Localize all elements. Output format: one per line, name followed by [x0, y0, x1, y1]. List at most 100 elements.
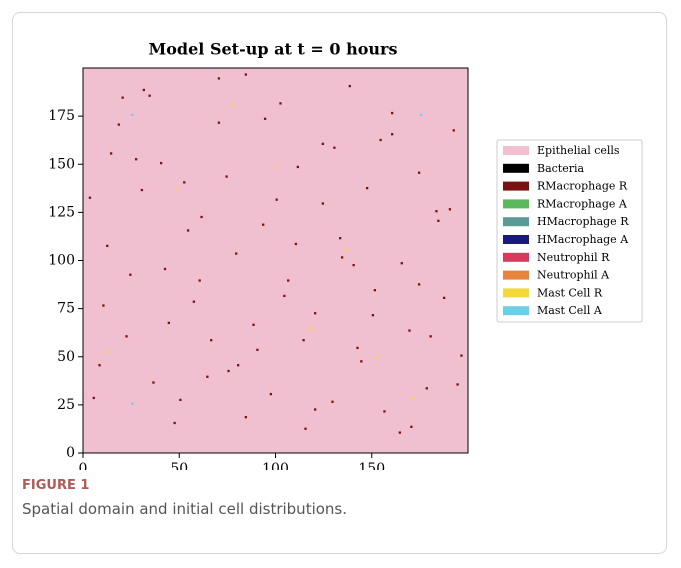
cell-point — [287, 279, 290, 282]
cell-point — [231, 104, 234, 107]
cell-point — [134, 158, 138, 161]
y-tick-label: 0 — [66, 445, 75, 461]
cell-point — [310, 327, 313, 330]
cell-point — [400, 262, 403, 265]
cell-point — [263, 117, 267, 120]
cell-point — [365, 186, 369, 190]
cell-point — [131, 402, 134, 405]
cell-point — [275, 198, 278, 201]
legend-box — [496, 139, 643, 323]
legend-swatch — [503, 181, 529, 191]
legend-swatch — [503, 252, 529, 262]
y-tick-label: 175 — [48, 108, 75, 124]
cell-point — [102, 304, 105, 307]
cell-point — [217, 77, 221, 80]
cell-point — [296, 165, 299, 169]
cell-point — [269, 392, 273, 396]
cell-point — [217, 121, 221, 124]
cell-point — [437, 219, 440, 222]
cell-point — [398, 431, 402, 434]
cell-point — [109, 152, 113, 155]
cell-point — [235, 252, 238, 255]
legend-swatch — [503, 288, 529, 298]
cell-point — [244, 73, 248, 76]
cell-point — [442, 296, 446, 299]
y-tick-label: 25 — [57, 397, 75, 413]
cell-point — [106, 350, 109, 353]
y-tick-label: 50 — [57, 349, 75, 365]
x-tick-label: 100 — [262, 461, 289, 470]
cell-point — [410, 425, 413, 428]
legend-label: RMacrophage A — [537, 197, 628, 210]
cell-point — [348, 84, 351, 88]
x-tick-label: 0 — [79, 461, 88, 470]
cell-point — [279, 102, 282, 105]
cell-point — [186, 229, 190, 232]
legend-label: Neutrophil R — [537, 251, 610, 264]
cell-point — [237, 364, 240, 367]
cell-point — [302, 339, 305, 342]
cell-point — [140, 188, 144, 192]
cell-point — [417, 283, 421, 286]
cell-point — [360, 360, 363, 363]
cell-point — [142, 88, 145, 92]
cell-point — [283, 294, 286, 298]
cell-point — [192, 300, 196, 303]
figure-caption: Spatial domain and initial cell distribu… — [22, 500, 348, 518]
y-tick-label: 100 — [48, 253, 75, 269]
cell-point — [117, 123, 120, 126]
legend-label: Neutrophil A — [537, 269, 610, 282]
cell-point — [88, 196, 92, 199]
cell-point — [227, 369, 230, 373]
cell-point — [294, 242, 298, 246]
cell-point — [448, 208, 452, 211]
legend-swatch — [503, 217, 529, 227]
cell-point — [452, 129, 455, 132]
cell-point — [252, 323, 255, 326]
cell-point — [275, 165, 278, 169]
cell-point — [198, 279, 201, 282]
chart: Model Set-up at t = 0 hours 0 50 100 150 0 25… — [48, 40, 643, 470]
figure-card — [12, 12, 667, 554]
cell-point — [429, 335, 432, 338]
cell-point — [98, 364, 101, 367]
cell-point — [125, 335, 128, 338]
cell-point — [314, 408, 317, 411]
y-tick-label: 150 — [48, 156, 75, 172]
legend-swatch — [503, 306, 529, 316]
cell-point — [148, 94, 151, 97]
cell-point — [206, 375, 209, 378]
figure-label: FIGURE 1 — [22, 478, 90, 493]
cell-point — [160, 161, 163, 165]
cell-point — [321, 142, 325, 145]
cell-point — [304, 427, 307, 430]
cell-point — [408, 329, 411, 332]
cell-point — [333, 146, 336, 149]
cell-point — [456, 383, 459, 386]
cell-point — [352, 263, 355, 267]
cell-point — [129, 273, 132, 276]
cell-point — [356, 346, 359, 350]
cell-point — [175, 186, 178, 190]
cell-point — [383, 410, 386, 413]
legend-swatch — [503, 235, 529, 244]
background-cells — [83, 68, 468, 453]
cell-point — [391, 133, 394, 136]
cell-point — [183, 181, 186, 184]
legend-swatch — [503, 163, 529, 173]
legend-swatch — [503, 199, 529, 209]
cell-point — [179, 398, 182, 402]
cell-point — [244, 416, 248, 419]
cell-point — [340, 256, 344, 259]
cell-point — [379, 138, 382, 142]
cell-point — [106, 244, 109, 248]
cell-point — [419, 113, 423, 117]
y-tick-label: 75 — [57, 301, 75, 317]
cell-point — [121, 96, 124, 99]
y-tick-label: 125 — [48, 204, 75, 220]
cell-point — [225, 175, 228, 178]
cell-point — [391, 111, 394, 115]
cell-point — [262, 223, 265, 226]
cell-point — [344, 248, 348, 251]
